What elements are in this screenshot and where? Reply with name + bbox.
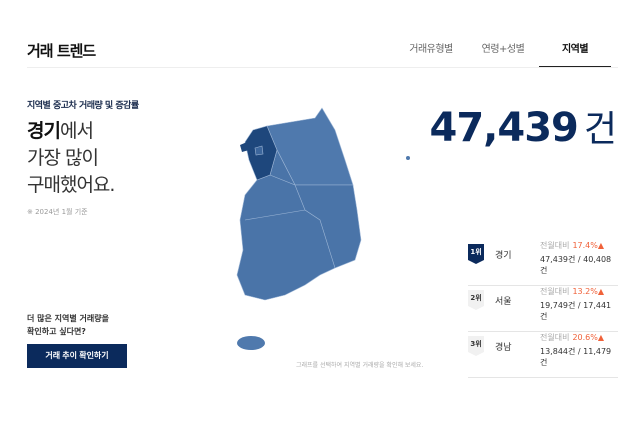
rank-count: 47,439건 / 40,408건 <box>540 255 612 275</box>
change-label: 전월대비 <box>540 241 570 250</box>
rank-region: 경남 <box>495 343 512 353</box>
rank-item[interactable]: 3위 경남 전월대비 20.6%▲ 13,844건 / 11,479건 <box>468 332 618 378</box>
region-seoul[interactable] <box>254 145 264 156</box>
page-title: 거래 트렌드 <box>27 42 96 60</box>
section-subtitle: 지역별 중고차 거래량 및 증감률 <box>27 101 139 111</box>
date-note: ※ 2024년 1월 기준 <box>27 208 88 216</box>
rank-change: 전월대비 17.4%▲ <box>540 240 604 251</box>
divider <box>27 67 618 68</box>
headline-line3: 구매했어요. <box>27 174 115 196</box>
tab-bar: 거래유형별 연령+성별 지역별 <box>395 40 611 68</box>
change-label: 전월대비 <box>540 287 570 296</box>
rank-item[interactable]: 1위 경기 전월대비 17.4%▲ 47,439건 / 40,408건 <box>468 240 618 286</box>
rank-change: 전월대비 20.6%▲ <box>540 332 604 343</box>
total-value: 47,439 <box>429 105 579 151</box>
headline: 경기에서 가장 많이 구매했어요. <box>27 118 115 199</box>
rank-count: 13,844건 / 11,479건 <box>540 347 612 367</box>
rank-badge: 3위 <box>468 336 484 356</box>
region-south[interactable] <box>236 149 362 301</box>
rank-region: 경기 <box>495 251 512 261</box>
rank-item[interactable]: 2위 서울 전월대비 13.2%▲ 19,749건 / 17,441건 <box>468 286 618 332</box>
korea-map[interactable] <box>225 100 425 360</box>
region-jeju[interactable] <box>237 336 265 350</box>
change-pct: 17.4%▲ <box>572 241 605 250</box>
change-pct: 13.2%▲ <box>572 287 605 296</box>
rank-region: 서울 <box>495 297 512 307</box>
rank-count: 19,749건 / 17,441건 <box>540 301 612 321</box>
tab-region[interactable]: 지역별 <box>539 40 611 68</box>
view-trend-button[interactable]: 거래 추이 확인하기 <box>27 344 127 368</box>
rank-change: 전월대비 13.2%▲ <box>540 286 604 297</box>
headline-line2: 가장 많이 <box>27 147 99 169</box>
more-line2: 확인하고 싶다면? <box>27 327 86 336</box>
total-unit: 건 <box>583 109 617 150</box>
region-incheon[interactable] <box>240 142 249 152</box>
island-ulleung <box>406 156 410 160</box>
map-hint: 그래프를 선택하여 지역별 거래량을 확인해 보세요. <box>296 362 424 369</box>
more-line1: 더 많은 지역별 거래량을 <box>27 314 109 323</box>
total-count: 47,439 건 <box>429 100 617 152</box>
tab-transaction-type[interactable]: 거래유형별 <box>409 44 453 55</box>
top-region: 경기 <box>27 120 61 142</box>
rank-badge: 1위 <box>468 244 484 264</box>
change-label: 전월대비 <box>540 333 570 342</box>
headline-line1: 에서 <box>59 120 94 142</box>
tab-age-gender[interactable]: 연령+성별 <box>481 44 525 55</box>
rank-badge: 2위 <box>468 290 484 310</box>
change-pct: 20.6%▲ <box>572 333 605 342</box>
